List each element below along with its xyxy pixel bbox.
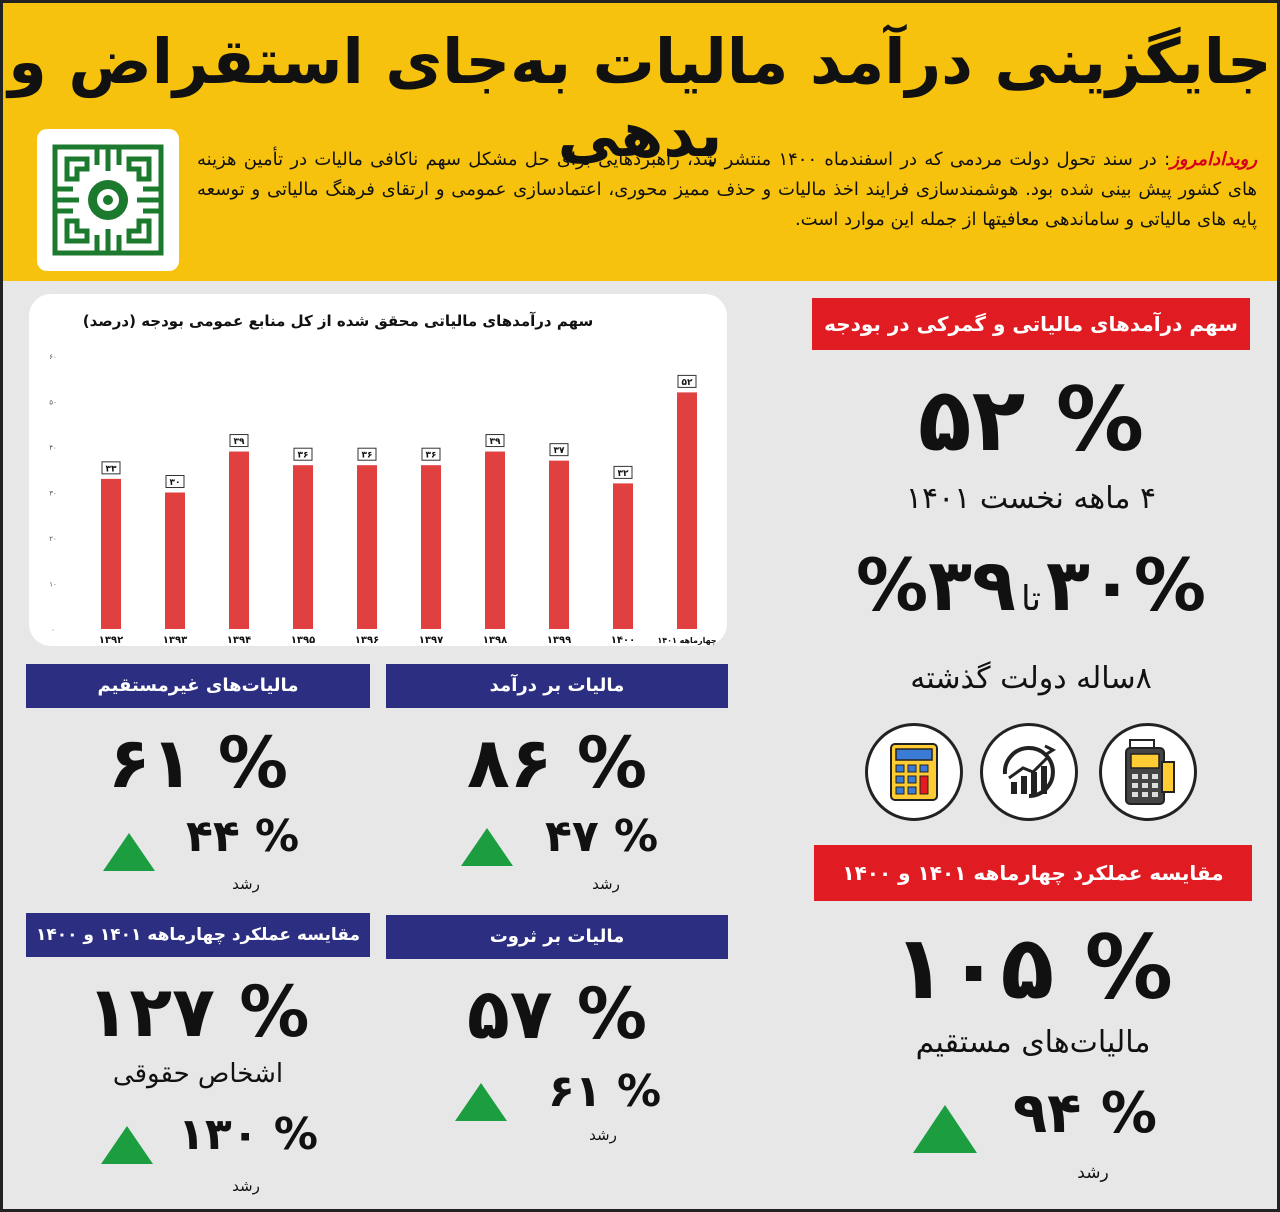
budget-share-caption: ۴ ماهه نخست ۱۴۰۱ xyxy=(905,481,1157,516)
calculator-icon xyxy=(865,723,963,821)
bar xyxy=(613,483,633,629)
direct-tax-growth-label: رشد xyxy=(1077,1163,1109,1183)
indirect-tax-growth-label: رشد xyxy=(232,875,260,893)
intro-paragraph: رویدادامروز: در سند تحول دولت مردمی که د… xyxy=(197,145,1257,235)
bar xyxy=(677,392,697,629)
content-area: سهم درآمدهای مالیاتی محقق شده از کل مناب… xyxy=(3,281,1277,1209)
growth-chart-icon xyxy=(980,723,1078,821)
data-label-box xyxy=(101,461,121,475)
income-tax-growth: % ۴۷ xyxy=(545,811,659,862)
range-to: ۳۹% xyxy=(855,543,1016,627)
bar-chart: ۰ ۱۰ ۲۰ ۳۰ ۴۰ ۵۰ ۶۰ ۳۳ ۱۳۹۲ ۳۰ ۱۳۹۳ ۳۹ ۱۳۹۴ ۳۶ ۱۳۹۵ ۳۶ ۱… xyxy=(49,353,717,646)
bar xyxy=(229,451,249,629)
data-label-box xyxy=(613,465,633,479)
income-tax-value: % ۸۶ xyxy=(467,722,647,804)
chart-title: سهم درآمدهای مالیاتی محقق شده از کل مناب… xyxy=(82,312,594,330)
direct-tax-growth: % ۹۴ xyxy=(1013,1081,1157,1146)
data-label-box xyxy=(293,447,313,461)
data-label: ۳۶ xyxy=(298,451,309,461)
x-tick-label: چهارماهه ۱۴۰۱ xyxy=(657,636,717,645)
previous-gov-caption: ۸ساله دولت گذشته xyxy=(910,661,1152,696)
data-label: ۳۹ xyxy=(234,437,245,447)
data-label: ۳۶ xyxy=(426,451,437,461)
x-tick-label: ۱۳۹۹ xyxy=(547,635,571,646)
y-tick-label: ۴۰ xyxy=(49,444,57,452)
x-tick-label: ۱۳۹۲ xyxy=(99,635,123,646)
direct-tax-banner: مقایسه عملکرد چهارماهه ۱۴۰۱ و ۱۴۰۰ xyxy=(814,845,1252,901)
corporate-growth: % ۱۳۰ xyxy=(178,1109,318,1160)
wealth-tax-value: % ۵۷ xyxy=(467,973,647,1055)
chart-card: سهم درآمدهای مالیاتی محقق شده از کل مناب… xyxy=(29,294,727,646)
bar xyxy=(165,492,185,629)
budget-share-stat: % ۵۲ xyxy=(917,368,1145,471)
income-tax-growth-label: رشد xyxy=(592,875,620,893)
y-tick-label: ۱۰ xyxy=(49,581,57,589)
x-tick-label: ۱۴۰۰ xyxy=(611,635,635,646)
bar xyxy=(549,460,569,629)
corporate-growth-label: رشد xyxy=(232,1177,260,1195)
corporate-value: % ۱۲۷ xyxy=(86,971,310,1053)
y-tick-label: ۳۰ xyxy=(49,490,57,498)
indirect-tax-value: % ۶۱ xyxy=(108,722,288,804)
bar xyxy=(485,451,505,629)
direct-tax-stat: % ۱۰۵ xyxy=(893,916,1173,1019)
x-tick-label: ۱۳۹۸ xyxy=(483,635,507,646)
data-label: ۵۲ xyxy=(682,378,693,388)
up-arrow-icon xyxy=(455,1083,507,1121)
wealth-tax-banner: مالیات بر ثروت xyxy=(386,915,728,959)
data-label: ۳۹ xyxy=(490,437,501,447)
data-label: ۳۳ xyxy=(106,464,117,474)
previous-gov-range: ۳۰% تا ۳۹% xyxy=(812,543,1250,633)
wealth-tax-growth-label: رشد xyxy=(589,1126,617,1144)
y-tick-label: ۲۰ xyxy=(49,535,57,543)
data-label-box xyxy=(229,434,249,448)
y-tick-label: ۰ xyxy=(51,626,55,634)
income-tax-banner: مالیات بر درآمد xyxy=(386,664,728,708)
bar xyxy=(101,478,121,629)
data-label: ۳۲ xyxy=(618,469,629,479)
up-arrow-icon xyxy=(103,833,155,871)
direct-tax-caption: مالیات‌های مستقیم xyxy=(915,1025,1151,1060)
data-label-box xyxy=(357,447,377,461)
data-label-box xyxy=(165,475,185,488)
source-label: رویدادامروز xyxy=(1170,149,1258,170)
data-label-box xyxy=(677,374,697,388)
x-tick-label: ۱۳۹۷ xyxy=(419,635,443,646)
y-tick-label: ۵۰ xyxy=(49,399,57,407)
data-label-box xyxy=(485,434,505,448)
up-arrow-icon xyxy=(913,1105,977,1153)
budget-share-banner: سهم درآمدهای مالیاتی و گمرکی در بودجه xyxy=(812,298,1250,350)
data-label: ۳۶ xyxy=(362,451,373,461)
y-tick-label: ۶۰ xyxy=(49,353,57,361)
up-arrow-icon xyxy=(101,1126,153,1164)
bar xyxy=(293,465,313,629)
bar xyxy=(357,465,377,629)
data-label-box xyxy=(421,447,441,461)
data-label: ۳۷ xyxy=(554,446,565,456)
indirect-tax-growth: % ۴۴ xyxy=(186,811,300,862)
corporate-caption: اشخاص حقوقی xyxy=(112,1059,284,1089)
x-tick-label: ۱۳۹۵ xyxy=(291,635,315,646)
page-title: جایگزینی درآمد مالیات به‌جای استقراض و ب… xyxy=(8,25,1273,171)
corporate-banner: مقایسه عملکرد چهارماهه ۱۴۰۱ و ۱۴۰۰ xyxy=(26,913,370,957)
logo xyxy=(37,129,179,271)
x-tick-label: ۱۳۹۶ xyxy=(355,635,379,646)
x-tick-label: ۱۳۹۴ xyxy=(227,635,251,646)
card-reader-icon xyxy=(1099,723,1197,821)
range-from: ۳۰% xyxy=(1046,543,1207,627)
data-label: ۳۰ xyxy=(170,478,181,488)
tax-organization-logo-icon xyxy=(52,144,164,256)
indirect-tax-banner: مالیات‌های غیرمستقیم xyxy=(26,664,370,708)
wealth-tax-growth: % ۶۱ xyxy=(548,1066,662,1117)
up-arrow-icon xyxy=(461,828,513,866)
intro-text: : در سند تحول دولت مردمی که در اسفندماه … xyxy=(197,149,1257,230)
bar xyxy=(421,465,441,629)
header: جایگزینی درآمد مالیات به‌جای استقراض و ب… xyxy=(3,3,1277,281)
data-label-box xyxy=(549,443,569,457)
range-to-word: تا xyxy=(1021,579,1041,619)
x-tick-label: ۱۳۹۳ xyxy=(163,635,187,646)
